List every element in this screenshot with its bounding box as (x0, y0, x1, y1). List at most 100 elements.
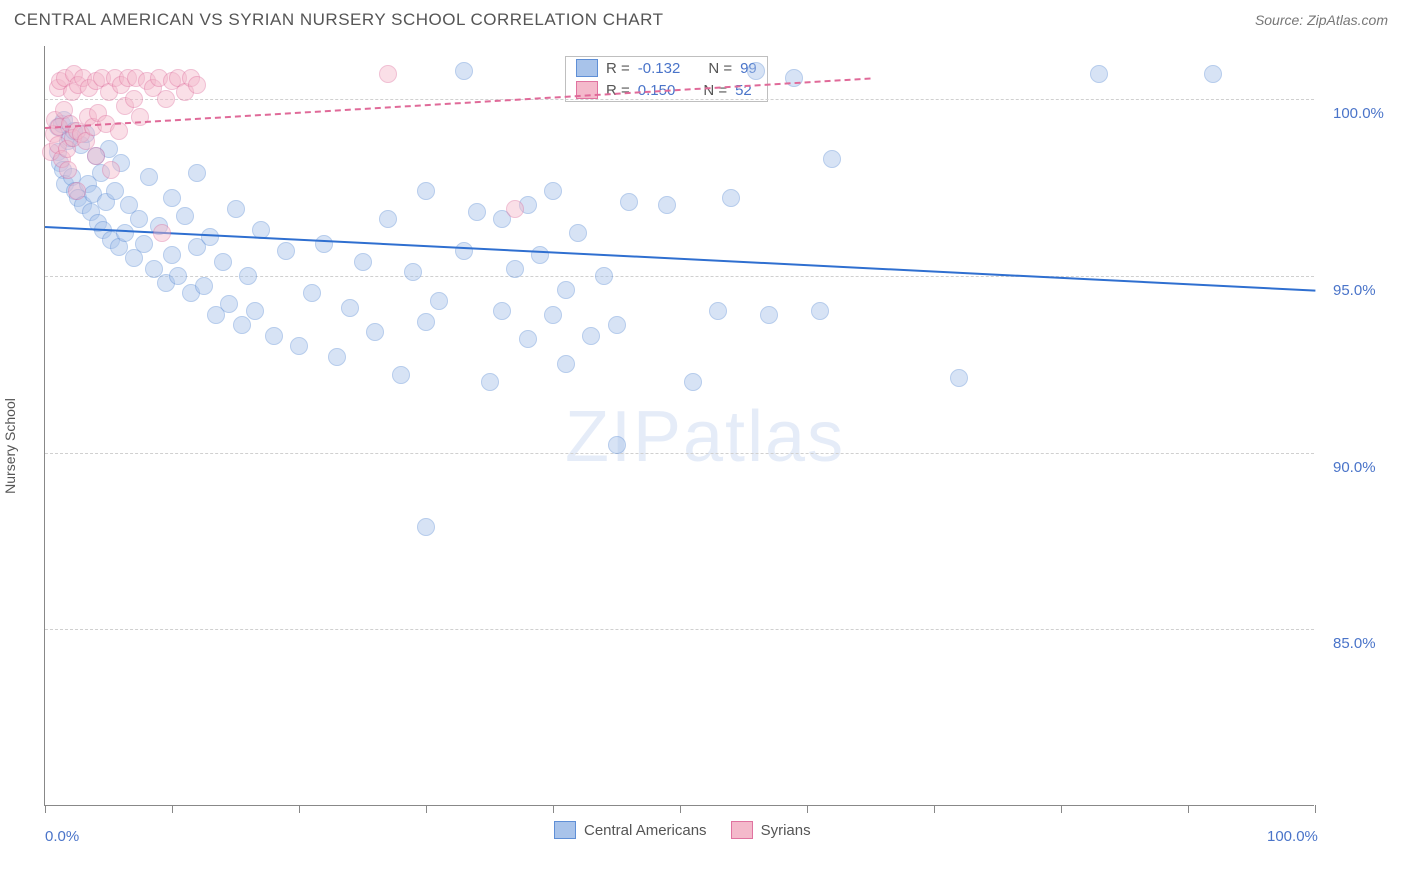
data-point (102, 161, 120, 179)
data-point (658, 196, 676, 214)
data-point (379, 210, 397, 228)
data-point (569, 224, 587, 242)
data-point (163, 189, 181, 207)
chart-source: Source: ZipAtlas.com (1255, 12, 1388, 28)
x-tick-label: 100.0% (1267, 828, 1318, 845)
data-point (608, 436, 626, 454)
y-tick-label: 100.0% (1333, 105, 1384, 122)
x-tick (1188, 805, 1189, 813)
legend-series: Central Americans Syrians (554, 821, 811, 839)
x-tick (172, 805, 173, 813)
data-point (544, 182, 562, 200)
legend-row: R =-0.132N =99 (566, 57, 767, 79)
data-point (379, 65, 397, 83)
data-point (1204, 65, 1222, 83)
data-point (417, 313, 435, 331)
data-point (366, 323, 384, 341)
data-point (557, 355, 575, 373)
legend-item: Syrians (731, 821, 811, 839)
data-point (811, 302, 829, 320)
x-tick (553, 805, 554, 813)
data-point (239, 267, 257, 285)
data-point (404, 263, 422, 281)
data-point (116, 224, 134, 242)
data-point (582, 327, 600, 345)
x-tick (426, 805, 427, 813)
legend-label: Central Americans (584, 822, 707, 839)
legend-swatch (731, 821, 753, 839)
data-point (87, 147, 105, 165)
legend-swatch (576, 59, 598, 77)
chart-title: CENTRAL AMERICAN VS SYRIAN NURSERY SCHOO… (14, 10, 664, 30)
y-axis-title: Nursery School (2, 398, 18, 494)
data-point (430, 292, 448, 310)
data-point (176, 207, 194, 225)
data-point (188, 164, 206, 182)
data-point (747, 62, 765, 80)
data-point (760, 306, 778, 324)
watermark-bold: ZIP (565, 397, 683, 477)
data-point (106, 182, 124, 200)
data-point (201, 228, 219, 246)
legend-n-label: N = (703, 82, 727, 99)
watermark: ZIPatlas (565, 396, 845, 478)
data-point (246, 302, 264, 320)
plot-region: ZIPatlas R =-0.132N =99R =0.150N =52 85.… (44, 46, 1314, 806)
data-point (188, 76, 206, 94)
legend-item: Central Americans (554, 821, 707, 839)
data-point (195, 277, 213, 295)
data-point (140, 168, 158, 186)
data-point (290, 337, 308, 355)
trend-line (45, 226, 1315, 292)
data-point (557, 281, 575, 299)
x-tick (45, 805, 46, 813)
data-point (544, 306, 562, 324)
gridline-h (45, 99, 1314, 100)
data-point (220, 295, 238, 313)
gridline-h (45, 276, 1314, 277)
y-tick-label: 90.0% (1333, 459, 1376, 476)
data-point (214, 253, 232, 271)
x-tick (299, 805, 300, 813)
data-point (341, 299, 359, 317)
data-point (303, 284, 321, 302)
data-point (354, 253, 372, 271)
x-tick (680, 805, 681, 813)
data-point (950, 369, 968, 387)
data-point (125, 90, 143, 108)
data-point (468, 203, 486, 221)
data-point (608, 316, 626, 334)
data-point (315, 235, 333, 253)
data-point (823, 150, 841, 168)
data-point (227, 200, 245, 218)
data-point (130, 210, 148, 228)
data-point (277, 242, 295, 260)
data-point (392, 366, 410, 384)
data-point (135, 235, 153, 253)
data-point (506, 260, 524, 278)
data-point (709, 302, 727, 320)
data-point (153, 224, 171, 242)
data-point (531, 246, 549, 264)
watermark-thin: atlas (683, 397, 845, 477)
legend-r-label: R = (606, 60, 630, 77)
data-point (233, 316, 251, 334)
legend-n-label: N = (708, 60, 732, 77)
x-tick (1315, 805, 1316, 813)
data-point (265, 327, 283, 345)
x-tick-label: 0.0% (45, 828, 79, 845)
gridline-h (45, 629, 1314, 630)
data-point (481, 373, 499, 391)
data-point (328, 348, 346, 366)
data-point (169, 267, 187, 285)
data-point (455, 62, 473, 80)
legend-r-label: R = (606, 82, 630, 99)
data-point (1090, 65, 1108, 83)
data-point (455, 242, 473, 260)
data-point (163, 246, 181, 264)
data-point (157, 90, 175, 108)
legend-label: Syrians (761, 822, 811, 839)
data-point (722, 189, 740, 207)
y-tick-label: 95.0% (1333, 282, 1376, 299)
data-point (519, 330, 537, 348)
